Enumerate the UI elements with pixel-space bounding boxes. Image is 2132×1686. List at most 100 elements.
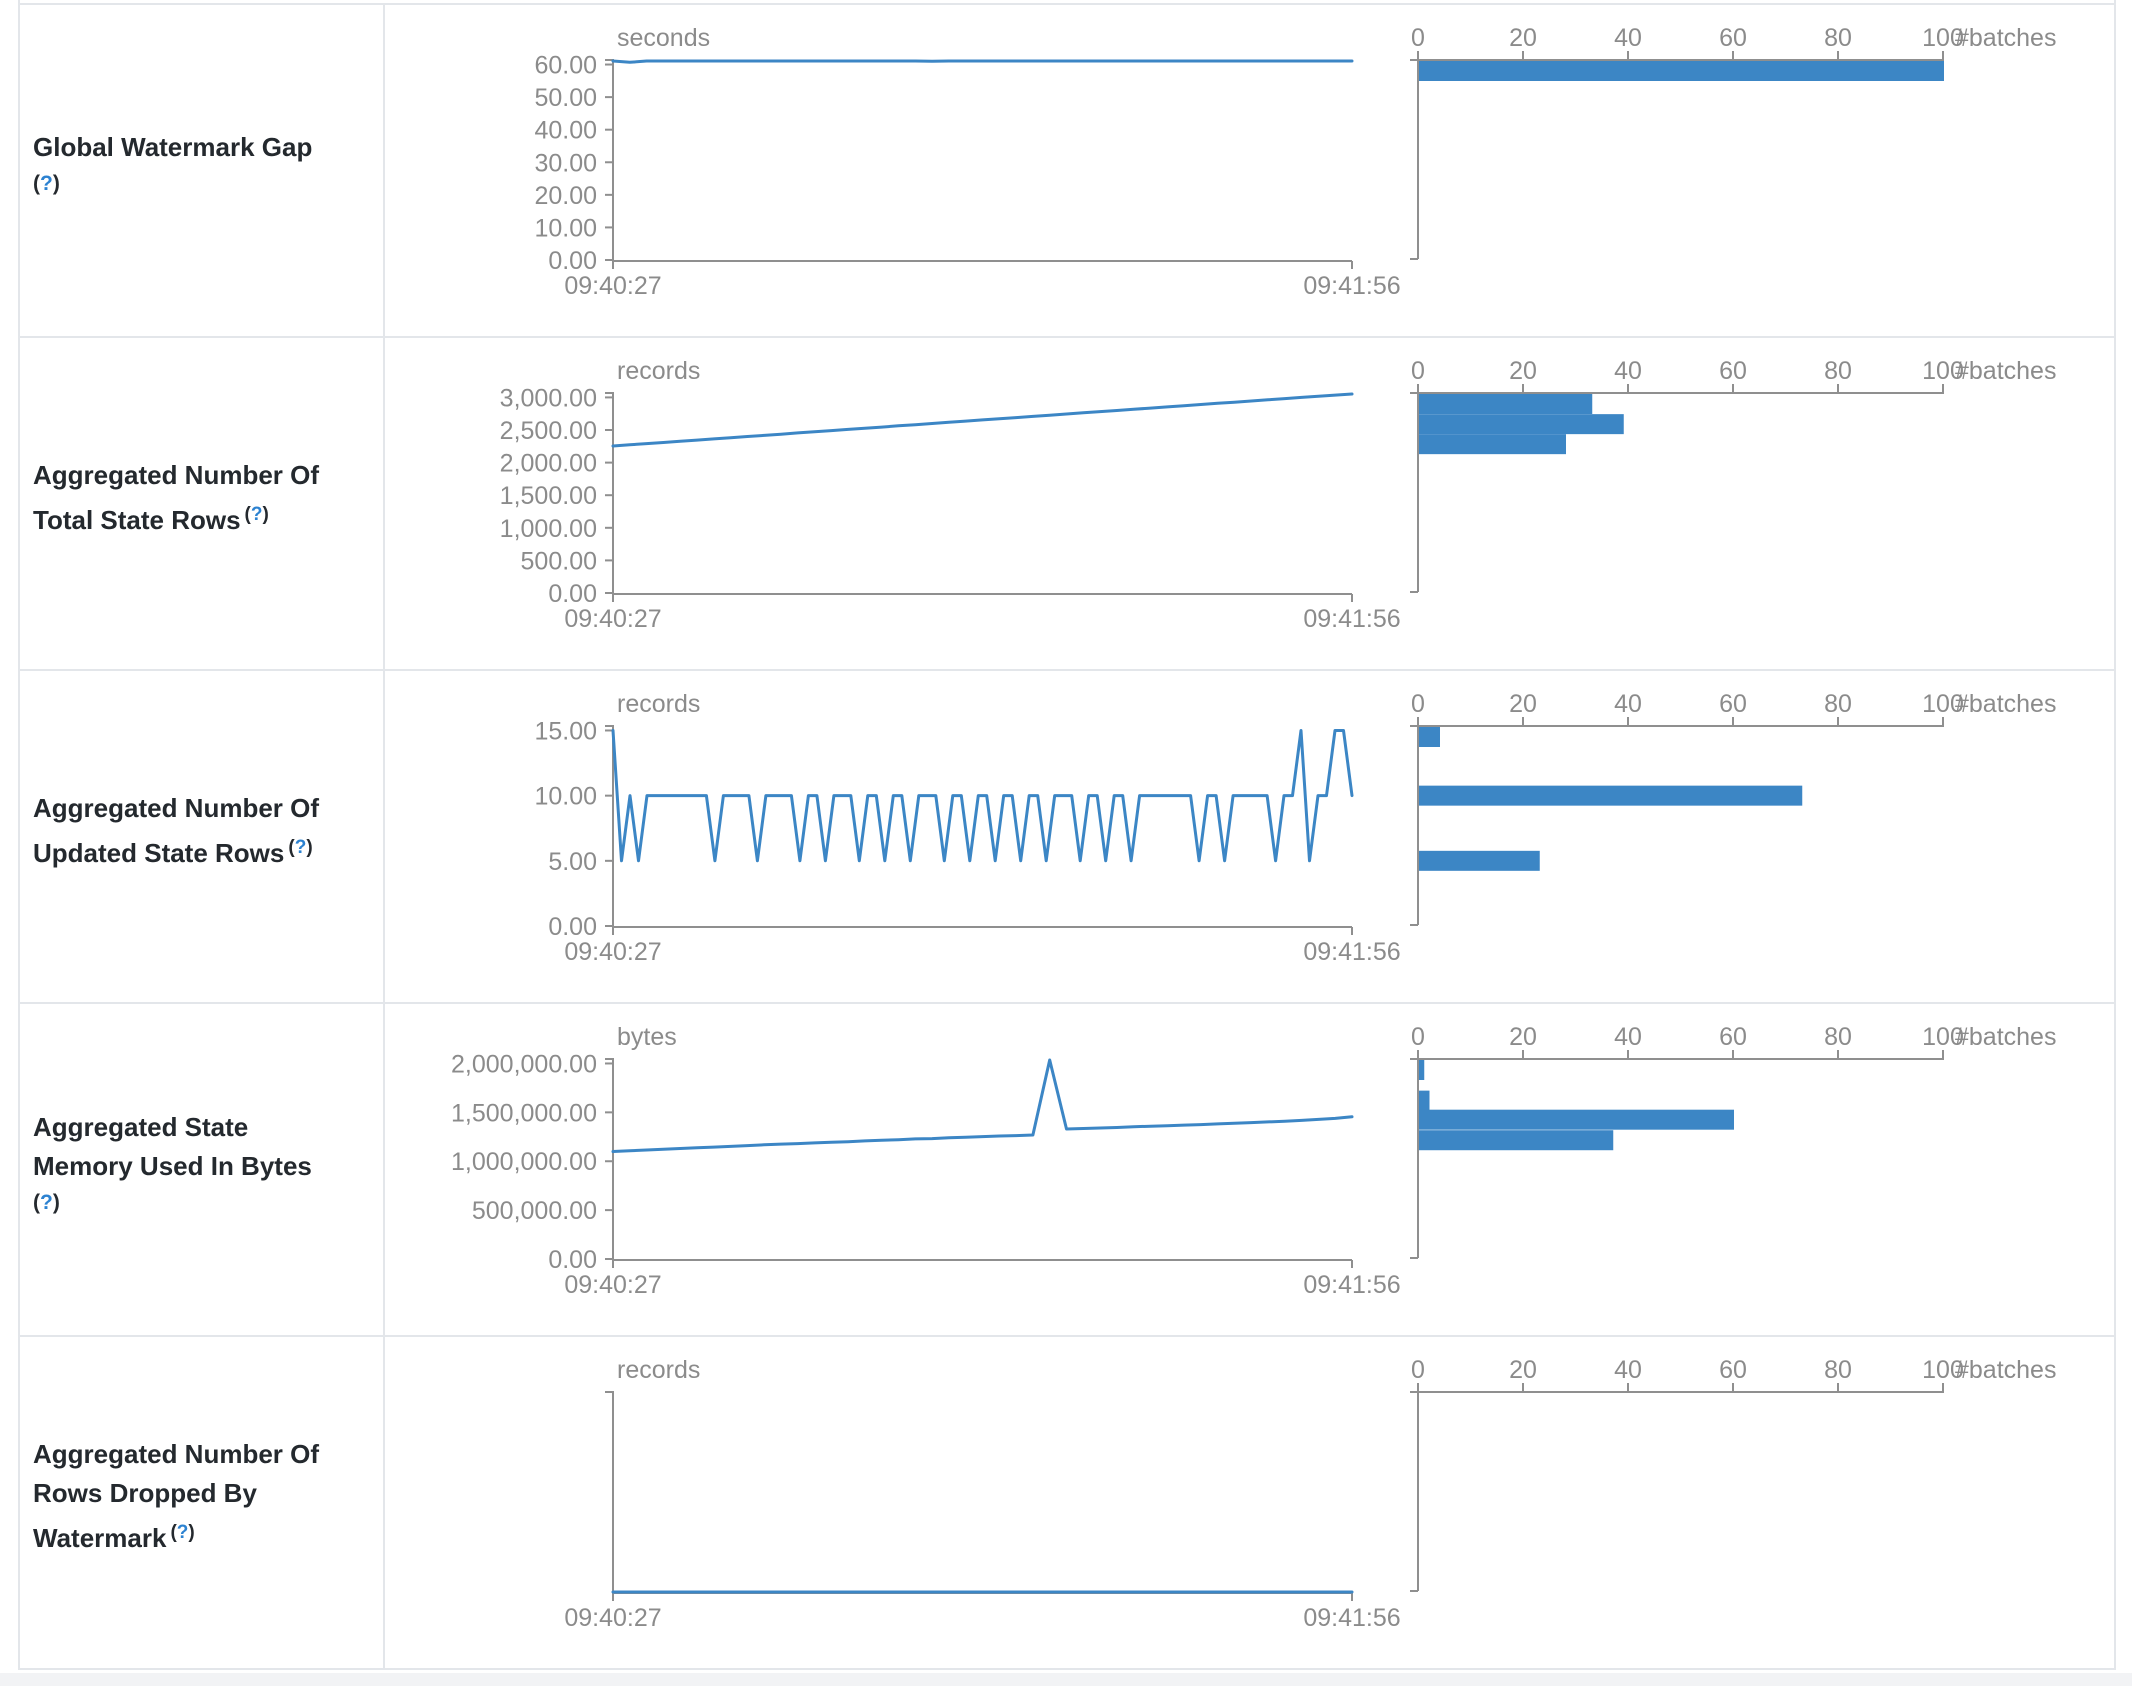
histogram-chart: 0 20 40 60 80 100#batches <box>1410 24 2056 260</box>
svg-text:60: 60 <box>1719 1356 1747 1384</box>
svg-text:#batches: #batches <box>1955 357 2056 385</box>
histogram-chart: 0 20 40 60 80 100#batches <box>1410 357 2056 593</box>
svg-text:100: 100 <box>1922 1023 1964 1051</box>
svg-text:60: 60 <box>1719 24 1747 52</box>
metric-title-line: Total State Rows (?) <box>33 503 269 535</box>
svg-text:09:40:27: 09:40:27 <box>564 1604 661 1632</box>
svg-text:20: 20 <box>1509 24 1537 52</box>
svg-text:records: records <box>617 357 700 385</box>
timeline-series-line <box>611 392 1354 448</box>
help-paren-close: ) <box>262 503 269 525</box>
svg-text:0: 0 <box>1411 357 1425 385</box>
help-paren-close: ) <box>188 1522 195 1543</box>
svg-text:bytes: bytes <box>617 1023 677 1051</box>
metric-row-2: Aggregated Number Of Total State Rows (?) r… <box>20 338 2114 671</box>
help-icon[interactable]: (?) <box>288 837 312 858</box>
timeline-series-line <box>611 729 1354 863</box>
timeline-chart: seconds 60.00 50.00 40.00 30.00 20.00 10.00 0.0… <box>534 24 1400 300</box>
timeline-series-line <box>611 59 1354 64</box>
table-left-border-stub <box>18 0 20 3</box>
svg-text:0: 0 <box>1411 1356 1425 1384</box>
metric-title-line: Rows Dropped By <box>33 1478 257 1508</box>
svg-text:records: records <box>617 1356 700 1384</box>
svg-text:30.00: 30.00 <box>534 149 597 177</box>
svg-text:20: 20 <box>1509 357 1537 385</box>
metric-title-line: Aggregated State <box>33 1111 249 1142</box>
svg-text:#batches: #batches <box>1955 1356 2056 1384</box>
svg-text:1,000.00: 1,000.00 <box>500 515 597 543</box>
help-question-mark: ? <box>40 1190 53 1214</box>
metric-help-line: (?) <box>33 1186 369 1220</box>
svg-text:80: 80 <box>1824 24 1852 52</box>
svg-text:40: 40 <box>1614 357 1642 385</box>
svg-text:80: 80 <box>1824 1356 1852 1384</box>
svg-text:09:41:56: 09:41:56 <box>1303 1271 1400 1299</box>
histogram-bar <box>1419 1090 1430 1111</box>
svg-text:50.00: 50.00 <box>534 84 597 112</box>
svg-text:09:41:56: 09:41:56 <box>1303 938 1400 966</box>
timeline-series-line <box>611 1058 1354 1153</box>
metric-label-cell: Global Watermark Gap (?) <box>20 5 385 336</box>
svg-text:40: 40 <box>1614 24 1642 52</box>
metric-charts-cell: seconds 60.00 50.00 40.00 30.00 20.00 10.00 0.0… <box>385 5 2114 336</box>
svg-text:100: 100 <box>1922 357 1964 385</box>
help-paren-open: ( <box>33 172 40 195</box>
svg-text:20: 20 <box>1509 690 1537 718</box>
svg-text:100: 100 <box>1922 690 1964 718</box>
timeline-and-histogram-chart: records 09:40:27 09:41:56 0 20 40 60 80 100#batc… <box>564 1356 2056 1632</box>
svg-text:#batches: #batches <box>1955 690 2056 718</box>
svg-text:0.00: 0.00 <box>548 1246 597 1274</box>
svg-text:1,000,000.00: 1,000,000.00 <box>451 1148 597 1176</box>
svg-text:0: 0 <box>1411 24 1425 52</box>
help-paren-close: ) <box>52 1190 60 1214</box>
svg-text:60: 60 <box>1719 1023 1747 1051</box>
svg-text:20: 20 <box>1509 1356 1537 1384</box>
svg-text:09:41:56: 09:41:56 <box>1303 605 1400 633</box>
histogram-chart: 0 20 40 60 80 100#batches <box>1410 690 2056 926</box>
help-icon[interactable]: (?) <box>170 1522 194 1543</box>
svg-text:0: 0 <box>1411 1023 1425 1051</box>
svg-text:5.00: 5.00 <box>548 848 597 876</box>
timeline-chart: bytes 2,000,000.00 1,500,000.00 1,000,000.0… <box>451 1023 1401 1299</box>
help-paren-open: ( <box>288 836 295 858</box>
svg-text:#batches: #batches <box>1955 24 2056 52</box>
svg-text:1,500,000.00: 1,500,000.00 <box>451 1099 597 1127</box>
svg-text:60: 60 <box>1719 357 1747 385</box>
metric-help-line: (?) <box>33 167 369 201</box>
svg-text:40.00: 40.00 <box>534 117 597 145</box>
histogram-chart: 0 20 40 60 80 100#batches <box>1410 1356 2056 1592</box>
metric-label-cell: Aggregated Number Of Rows Dropped By Water… <box>20 1337 385 1668</box>
histogram-bar <box>1419 1109 1734 1130</box>
svg-text:0.00: 0.00 <box>548 580 597 608</box>
help-question-mark: ? <box>294 836 307 858</box>
metric-label-cell: Aggregated Number Of Total State Rows (?) <box>20 338 385 669</box>
svg-text:20.00: 20.00 <box>534 182 597 210</box>
svg-text:80: 80 <box>1824 1023 1852 1051</box>
help-icon[interactable]: (?) <box>33 172 60 195</box>
help-icon[interactable]: (?) <box>245 504 269 525</box>
metric-title-line: Aggregated Number Of <box>33 1439 320 1469</box>
svg-text:seconds: seconds <box>617 24 710 52</box>
svg-text:09:41:56: 09:41:56 <box>1303 272 1400 300</box>
metric-row-3: Aggregated Number Of Updated State Rows (?… <box>20 671 2114 1004</box>
metric-title-line: Global Watermark Gap <box>33 132 313 162</box>
help-paren-open: ( <box>33 1190 40 1214</box>
metric-charts-cell: records 3,000.00 2,500.00 2,000.00 1,500.00 1… <box>385 338 2114 669</box>
help-paren-close: ) <box>52 172 60 195</box>
svg-text:09:40:27: 09:40:27 <box>564 1271 661 1299</box>
svg-text:80: 80 <box>1824 357 1852 385</box>
histogram-bar <box>1419 785 1803 806</box>
timeline-and-histogram-chart: bytes 2,000,000.00 1,500,000.00 1,000,000.0… <box>451 1023 2056 1299</box>
table-right-border-stub <box>2114 0 2116 3</box>
histogram-bar <box>1419 434 1566 455</box>
metric-row-4: Aggregated State Memory Used In Bytes (?) b… <box>20 1004 2114 1337</box>
help-icon[interactable]: (?) <box>33 1191 60 1214</box>
metric-row-1: Global Watermark Gap (?) seconds 60.00 50.00… <box>20 5 2114 338</box>
metric-charts-cell: records 09:40:27 09:41:56 0 20 40 60 80 100 #batc… <box>385 1337 2114 1668</box>
svg-text:records: records <box>617 690 700 718</box>
svg-text:2,000,000.00: 2,000,000.00 <box>451 1050 597 1078</box>
histogram-chart: 0 20 40 60 80 100#batches <box>1410 1023 2056 1259</box>
metric-title-line: Watermark (?) <box>33 1522 195 1553</box>
metric-row-5: Aggregated Number Of Rows Dropped By Water… <box>20 1337 2114 1668</box>
